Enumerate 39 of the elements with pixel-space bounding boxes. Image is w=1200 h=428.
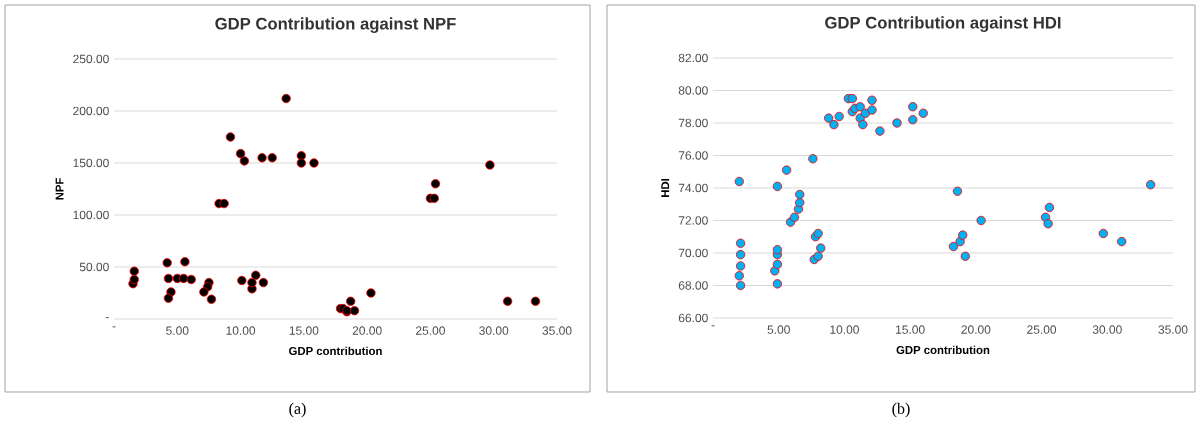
y-tick-label: 200.00 <box>73 106 109 116</box>
x-tick-label: - <box>711 325 715 327</box>
x-tick-label: 25.00 <box>416 326 445 335</box>
chart-title: GDP Contribution against HDI <box>825 16 1061 32</box>
y-tick-label: 70.00 <box>678 248 708 258</box>
y-tick-label: 76.00 <box>678 151 708 160</box>
y-tick-label: 78.00 <box>678 118 708 128</box>
x-axis-title: GDP contribution <box>289 346 382 355</box>
x-tick-label: 15.00 <box>289 326 319 335</box>
x-tick-label: 20.00 <box>961 325 991 334</box>
y-tick-label: 74.00 <box>678 183 708 193</box>
y-tick-label: - <box>105 317 109 319</box>
y-tick-label: 100.00 <box>73 210 109 220</box>
y-tick-label: 66.00 <box>678 313 708 323</box>
y-tick-label: 82.00 <box>678 53 708 63</box>
x-tick-label: 5.00 <box>166 326 189 335</box>
chart-title: GDP Contribution against NPF <box>215 17 456 33</box>
x-axis-title: GDP contribution <box>896 345 990 354</box>
x-tick-label: 30.00 <box>1092 325 1122 334</box>
y-axis-title: NPF <box>55 178 64 200</box>
y-tick-label: 50.00 <box>79 262 109 272</box>
y-tick-label: 68.00 <box>678 281 708 290</box>
x-tick-label: 15.00 <box>896 325 925 334</box>
x-tick-label: 10.00 <box>830 325 859 334</box>
x-tick-label: - <box>112 326 116 328</box>
y-tick-label: 72.00 <box>678 216 708 225</box>
x-tick-label: 35.00 <box>1158 325 1188 334</box>
x-tick-label: 10.00 <box>226 326 256 335</box>
y-tick-label: 80.00 <box>678 86 708 95</box>
x-tick-label: 5.00 <box>767 325 790 334</box>
y-axis-title: HDI <box>661 179 670 197</box>
x-tick-label: 30.00 <box>479 326 509 335</box>
x-tick-label: 25.00 <box>1027 325 1057 334</box>
y-tick-label: 150.00 <box>73 158 109 168</box>
text: (b) <box>892 402 910 418</box>
text: (a) <box>289 402 306 418</box>
x-tick-label: 35.00 <box>542 326 572 335</box>
x-tick-label: 20.00 <box>352 326 382 335</box>
y-tick-label: 250.00 <box>73 54 109 64</box>
